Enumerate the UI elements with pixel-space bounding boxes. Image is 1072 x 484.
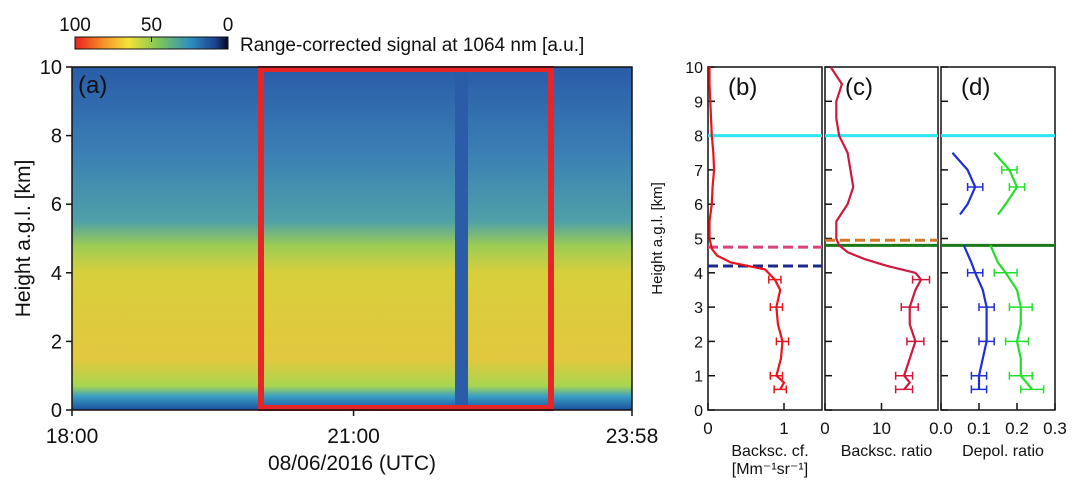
heatmap-image bbox=[72, 67, 632, 410]
profile-line bbox=[993, 152, 1019, 216]
error-bar bbox=[1001, 165, 1018, 174]
highlight-box bbox=[258, 66, 554, 411]
y-tick-label: 8 bbox=[694, 129, 703, 146]
x-tick-label: 0.2 bbox=[1005, 419, 1029, 438]
y-tick-label: 0 bbox=[51, 400, 62, 422]
error-bar bbox=[966, 183, 984, 192]
colorbar-tick-label: 100 bbox=[59, 15, 91, 36]
error-bar bbox=[966, 268, 984, 277]
y-axis-title: Height a.g.l. [km] bbox=[12, 160, 35, 318]
panel-label: (c) bbox=[845, 74, 873, 101]
error-bar bbox=[911, 275, 931, 284]
colorbar-title: Range-corrected signal at 1064 nm [a.u.] bbox=[240, 35, 584, 56]
error-bar bbox=[978, 303, 995, 312]
x-tick-label: 21:00 bbox=[327, 425, 380, 448]
error-bar bbox=[1008, 183, 1026, 192]
y-tick-label: 5 bbox=[694, 232, 703, 249]
x-tick-label: 10 bbox=[872, 419, 891, 438]
error-bar bbox=[906, 337, 925, 346]
y-tick-label: 7 bbox=[694, 163, 703, 180]
axes-frame bbox=[71, 66, 633, 411]
y-tick-label: 3 bbox=[694, 300, 703, 317]
y-axis-title: Height a.g.l. [km] bbox=[649, 182, 666, 295]
error-bar bbox=[769, 303, 784, 312]
x-tick-label: 0.3 bbox=[1043, 419, 1067, 438]
x-tick-label: 18:00 bbox=[46, 425, 99, 448]
error-bar bbox=[900, 303, 919, 312]
error-bar bbox=[993, 268, 1018, 277]
axes-frame bbox=[707, 66, 823, 411]
colorbar-tick-label: 50 bbox=[141, 15, 162, 36]
y-tick-label: 0 bbox=[694, 403, 703, 420]
profile-line bbox=[951, 152, 977, 216]
error-bar bbox=[894, 385, 914, 394]
error-bar bbox=[768, 275, 782, 284]
x-tick-label: 23:58 bbox=[606, 425, 659, 448]
error-bar bbox=[894, 371, 914, 380]
x-axis-title: Depol. ratio bbox=[962, 443, 1044, 460]
x-tick-label: 0.1 bbox=[967, 419, 991, 438]
y-tick-label: 2 bbox=[694, 334, 703, 351]
y-tick-label: 2 bbox=[51, 331, 62, 353]
error-bar bbox=[978, 337, 995, 346]
heatmap-gap bbox=[455, 67, 468, 410]
colorbar-tick-label: 0 bbox=[223, 15, 234, 36]
x-axis-title: 08/06/2016 (UTC) bbox=[268, 452, 436, 475]
y-tick-label: 4 bbox=[51, 263, 62, 285]
error-bar bbox=[773, 385, 788, 394]
x-axis-title: Backsc. ratio bbox=[841, 443, 933, 460]
panel-label: (b) bbox=[728, 74, 757, 101]
error-bar bbox=[1008, 303, 1033, 312]
x-tick-label: 0 bbox=[820, 419, 829, 438]
profile-line bbox=[989, 244, 1034, 391]
error-bar bbox=[1008, 371, 1033, 380]
y-tick-label: 9 bbox=[694, 94, 703, 111]
x-tick-label: 0 bbox=[703, 419, 712, 438]
y-tick-label: 6 bbox=[694, 197, 703, 214]
panel-label: (a) bbox=[78, 72, 107, 99]
y-tick-label: 6 bbox=[51, 194, 62, 216]
error-bar bbox=[970, 385, 988, 394]
error-bar bbox=[970, 371, 988, 380]
profile-line bbox=[962, 244, 988, 390]
x-axis-title: Backsc. cf. bbox=[731, 443, 808, 460]
error-bar bbox=[775, 337, 790, 346]
axes-frame bbox=[940, 66, 1056, 411]
y-tick-label: 1 bbox=[694, 369, 703, 386]
y-tick-label: 10 bbox=[40, 57, 62, 79]
y-tick-label: 10 bbox=[685, 60, 703, 77]
error-bar bbox=[1020, 385, 1045, 394]
error-bar bbox=[769, 371, 784, 380]
y-tick-label: 4 bbox=[694, 266, 703, 283]
x-axis-title: [Mm⁻¹sr⁻¹] bbox=[732, 461, 808, 478]
axes-frame bbox=[824, 66, 939, 411]
x-tick-label: 1 bbox=[779, 419, 788, 438]
x-tick-label: 0.0 bbox=[929, 419, 953, 438]
y-tick-label: 8 bbox=[51, 126, 62, 148]
panel-label: (d) bbox=[961, 74, 990, 101]
profile-line bbox=[708, 67, 786, 390]
error-bar bbox=[1004, 337, 1030, 346]
